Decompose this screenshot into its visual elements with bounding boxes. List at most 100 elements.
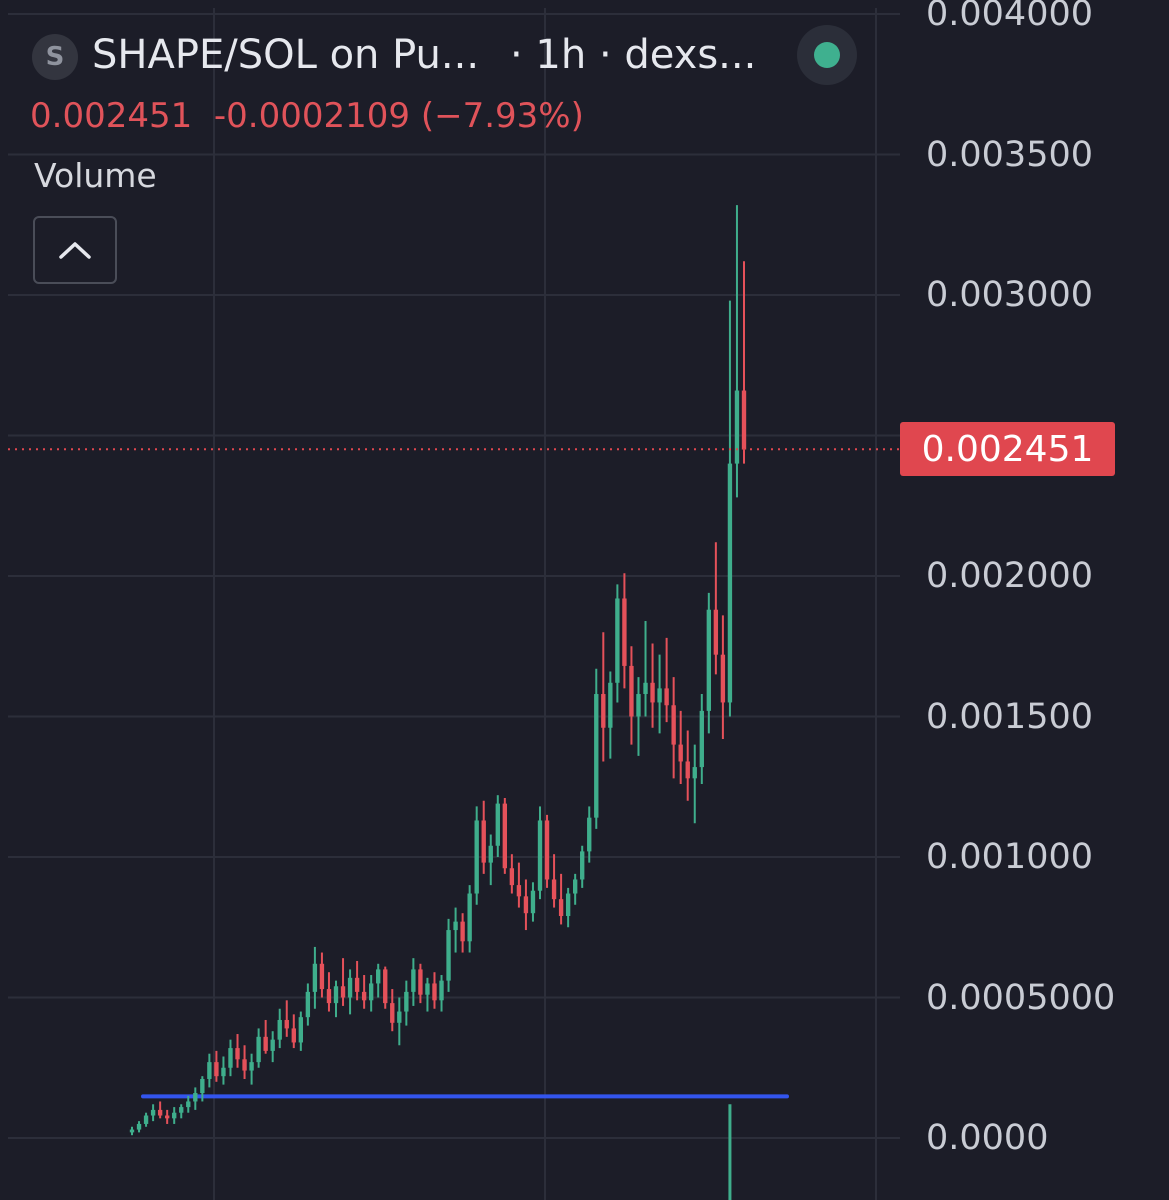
- candle-down[interactable]: [516, 862, 522, 908]
- candle-up[interactable]: [368, 975, 374, 1012]
- candle-down[interactable]: [291, 1014, 296, 1049]
- candle-up[interactable]: [172, 1107, 177, 1124]
- candle-down[interactable]: [157, 1101, 163, 1119]
- candle-down[interactable]: [509, 854, 515, 894]
- candle-down[interactable]: [678, 710, 683, 784]
- candle-up[interactable]: [150, 1104, 156, 1122]
- candle-up[interactable]: [643, 620, 648, 717]
- candle-up[interactable]: [221, 1056, 226, 1085]
- candle-up[interactable]: [333, 980, 339, 1018]
- candle-up[interactable]: [474, 806, 479, 905]
- candle-down[interactable]: [629, 646, 634, 745]
- candle-down[interactable]: [601, 632, 606, 762]
- candle-down[interactable]: [713, 542, 719, 675]
- candle-down[interactable]: [671, 677, 676, 779]
- candle-up[interactable]: [572, 873, 578, 905]
- candle-up[interactable]: [270, 1031, 275, 1063]
- candle-up[interactable]: [425, 977, 430, 1012]
- candle-up[interactable]: [594, 668, 599, 829]
- candle-up[interactable]: [692, 744, 697, 824]
- candle-down[interactable]: [502, 797, 508, 874]
- candle-up[interactable]: [495, 795, 500, 857]
- candle-up[interactable]: [312, 946, 318, 1009]
- candle-down[interactable]: [685, 730, 690, 801]
- price-change: -0.0002109: [213, 96, 410, 136]
- interval-source[interactable]: · 1h · dexs...: [510, 32, 757, 78]
- candle-up[interactable]: [347, 969, 353, 1015]
- candle-up[interactable]: [608, 671, 613, 759]
- candle-up[interactable]: [200, 1076, 205, 1102]
- candle-down[interactable]: [720, 615, 726, 739]
- candle-up[interactable]: [207, 1053, 212, 1088]
- candle-up[interactable]: [699, 694, 704, 784]
- candle-up[interactable]: [453, 907, 458, 953]
- candle-down[interactable]: [242, 1045, 247, 1079]
- candle-body: [706, 609, 712, 711]
- candle-down[interactable]: [558, 873, 564, 925]
- symbol-title[interactable]: SHAPE/SOL on Pu...: [92, 32, 480, 78]
- candle-up[interactable]: [143, 1112, 149, 1127]
- candle-down[interactable]: [326, 972, 332, 1012]
- candle-body: [221, 1067, 226, 1077]
- candle-down[interactable]: [284, 1000, 289, 1037]
- candle-down[interactable]: [418, 963, 423, 1004]
- candle-up[interactable]: [298, 1011, 304, 1051]
- candle-down[interactable]: [361, 975, 367, 1009]
- symbol-logo[interactable]: S: [32, 34, 78, 80]
- candle-down[interactable]: [523, 879, 529, 931]
- candle-down[interactable]: [460, 913, 465, 953]
- candle-body: [622, 598, 627, 666]
- candle-down[interactable]: [214, 1050, 219, 1082]
- candle-up[interactable]: [727, 300, 733, 717]
- candle-up[interactable]: [580, 845, 585, 888]
- candle-up[interactable]: [397, 997, 402, 1046]
- candle-up[interactable]: [467, 885, 472, 953]
- candle-down[interactable]: [544, 814, 550, 888]
- candle-up[interactable]: [376, 963, 381, 998]
- candle-up[interactable]: [136, 1121, 142, 1133]
- candle-down[interactable]: [383, 966, 388, 1009]
- candle-down[interactable]: [263, 1019, 268, 1054]
- candle-up[interactable]: [277, 1008, 282, 1049]
- candle-down[interactable]: [664, 637, 669, 723]
- candle-up[interactable]: [657, 654, 662, 734]
- candle-up[interactable]: [305, 983, 311, 1026]
- candle-body: [383, 969, 388, 1004]
- candle-up[interactable]: [249, 1053, 254, 1085]
- candle-down[interactable]: [390, 989, 395, 1032]
- candle-up[interactable]: [587, 806, 592, 863]
- candle-up[interactable]: [446, 918, 451, 992]
- candle-up[interactable]: [411, 958, 416, 1006]
- candle-up[interactable]: [256, 1028, 261, 1068]
- candle-down[interactable]: [164, 1109, 170, 1124]
- candle-up[interactable]: [404, 980, 409, 1026]
- candle-down[interactable]: [340, 958, 346, 1006]
- market-status-indicator[interactable]: [797, 25, 857, 85]
- collapse-indicators-button[interactable]: [33, 216, 117, 284]
- candle-down[interactable]: [650, 643, 655, 728]
- candle-up[interactable]: [129, 1126, 135, 1136]
- candle-down[interactable]: [551, 854, 557, 908]
- candle-down[interactable]: [354, 960, 360, 1001]
- candle-up[interactable]: [565, 887, 571, 928]
- candle-down[interactable]: [235, 1034, 240, 1068]
- candle-down[interactable]: [432, 972, 437, 1009]
- candle-up[interactable]: [530, 882, 536, 922]
- candle-up[interactable]: [193, 1087, 198, 1110]
- candle-up[interactable]: [179, 1104, 184, 1119]
- candle-up[interactable]: [615, 584, 620, 703]
- candle-up[interactable]: [636, 677, 641, 756]
- volume-indicator-label[interactable]: Volume: [34, 156, 157, 195]
- candle-up[interactable]: [537, 806, 543, 900]
- candle-up[interactable]: [706, 592, 712, 734]
- candle-up[interactable]: [488, 834, 493, 886]
- candle-up[interactable]: [439, 975, 444, 1012]
- candle-up[interactable]: [186, 1095, 191, 1113]
- candle-down[interactable]: [741, 261, 747, 464]
- candle-up[interactable]: [734, 205, 740, 498]
- candle-down[interactable]: [481, 800, 486, 874]
- candle-up[interactable]: [228, 1039, 233, 1077]
- candle-down[interactable]: [319, 952, 325, 998]
- candle-down[interactable]: [622, 573, 627, 689]
